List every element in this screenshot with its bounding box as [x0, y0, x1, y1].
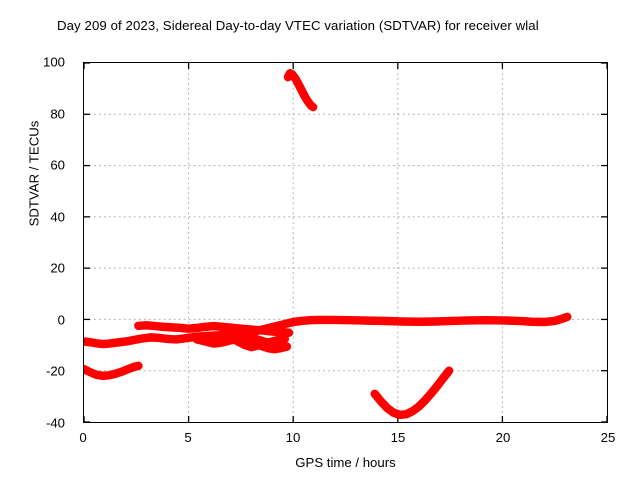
data-series-layer [84, 69, 572, 420]
data-series-arc-branch-b [222, 330, 290, 352]
gridlines [84, 63, 607, 422]
x-tick-label: 25 [600, 430, 616, 445]
y-tick-label: 0 [57, 312, 65, 328]
data-series-arc-branch-c [238, 336, 292, 354]
data-series-arc-deep-dip [370, 366, 454, 420]
data-series-arc-main-band [84, 312, 572, 349]
y-tick-label: 20 [50, 260, 65, 276]
y-tick-label: 40 [50, 209, 65, 225]
x-axis-tick-labels: 0 5 10 15 20 25 [79, 430, 615, 450]
y-tick-label: 60 [50, 157, 65, 173]
data-series-arc-branch-a [192, 333, 285, 350]
y-tick-label: 100 [42, 54, 65, 70]
y-tick-label: -20 [45, 363, 65, 379]
y-axis-label: SDTVAR / TECUs [26, 120, 42, 227]
x-tick-label: 0 [79, 430, 87, 445]
plot-area [83, 62, 608, 423]
data-series-arc-low-left [84, 361, 143, 381]
x-tick-label: 10 [285, 430, 301, 445]
x-axis-label: GPS time / hours [295, 455, 396, 470]
data-series-arc-upper-band [134, 321, 294, 337]
y-axis-tick-labels: 100 80 60 40 20 0 -20 -40 [0, 55, 76, 431]
x-tick-label: 5 [184, 430, 192, 445]
data-series-arc-high [283, 69, 318, 112]
y-tick-label: 80 [50, 106, 65, 122]
page-title: Day 209 of 2023, Sidereal Day-to-day VTE… [57, 18, 539, 33]
y-tick-label: -40 [45, 415, 65, 431]
axis-ticks [84, 63, 607, 422]
x-tick-label: 15 [390, 430, 406, 445]
x-tick-label: 20 [495, 430, 511, 445]
